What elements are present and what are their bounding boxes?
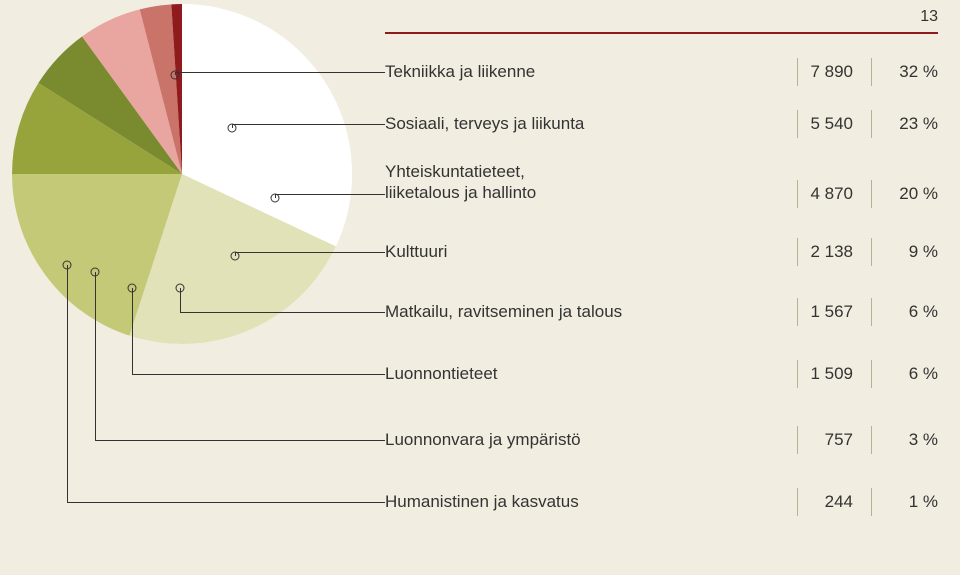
row-percent: 3 % — [909, 428, 938, 452]
table-row: Luonnonvara ja ympäristö 757 3 % — [385, 428, 938, 452]
row-label: Humanistinen ja kasvatus — [385, 490, 579, 514]
cell-separator — [871, 110, 872, 138]
cell-separator — [871, 298, 872, 326]
cell-separator — [871, 360, 872, 388]
row-value: 2 138 — [810, 240, 853, 264]
cell-separator — [797, 360, 798, 388]
row-percent: 1 % — [909, 490, 938, 514]
table-row: Yhteiskuntatieteet,liiketalous ja hallin… — [385, 182, 938, 206]
table-row: Humanistinen ja kasvatus 244 1 % — [385, 490, 938, 514]
row-percent: 6 % — [909, 362, 938, 386]
table-row: Sosiaali, terveys ja liikunta 5 540 23 % — [385, 112, 938, 136]
row-label: Kulttuuri — [385, 240, 447, 264]
row-percent: 20 % — [899, 182, 938, 206]
cell-separator — [797, 488, 798, 516]
row-label: Yhteiskuntatieteet,liiketalous ja hallin… — [385, 161, 536, 203]
row-label: Luonnonvara ja ympäristö — [385, 428, 581, 452]
table-row: Luonnontieteet 1 509 6 % — [385, 362, 938, 386]
row-percent: 9 % — [909, 240, 938, 264]
header-rule — [385, 32, 938, 34]
row-value: 244 — [825, 490, 853, 514]
leader-horizontal — [67, 502, 385, 503]
row-label: Tekniikka ja liikenne — [385, 60, 535, 84]
pie-chart — [12, 4, 352, 344]
row-value: 7 890 — [810, 60, 853, 84]
row-label: Matkailu, ravitseminen ja talous — [385, 300, 622, 324]
cell-separator — [871, 180, 872, 208]
row-percent: 32 % — [899, 60, 938, 84]
cell-separator — [871, 238, 872, 266]
row-value: 1 567 — [810, 300, 853, 324]
cell-separator — [871, 426, 872, 454]
cell-separator — [871, 58, 872, 86]
cell-separator — [797, 180, 798, 208]
row-value: 1 509 — [810, 362, 853, 386]
cell-separator — [871, 488, 872, 516]
cell-separator — [797, 110, 798, 138]
cell-separator — [797, 58, 798, 86]
row-percent: 6 % — [909, 300, 938, 324]
table-row: Matkailu, ravitseminen ja talous 1 567 6 % — [385, 300, 938, 324]
page-number: 13 — [920, 8, 938, 26]
leader-horizontal — [95, 440, 385, 441]
table-row: Kulttuuri 2 138 9 % — [385, 240, 938, 264]
cell-separator — [797, 238, 798, 266]
table-row: Tekniikka ja liikenne 7 890 32 % — [385, 60, 938, 84]
cell-separator — [797, 426, 798, 454]
row-label: Luonnontieteet — [385, 362, 498, 386]
row-value: 4 870 — [810, 182, 853, 206]
leader-horizontal — [132, 374, 385, 375]
row-label: Sosiaali, terveys ja liikunta — [385, 112, 584, 136]
row-value: 5 540 — [810, 112, 853, 136]
row-percent: 23 % — [899, 112, 938, 136]
cell-separator — [797, 298, 798, 326]
row-value: 757 — [825, 428, 853, 452]
